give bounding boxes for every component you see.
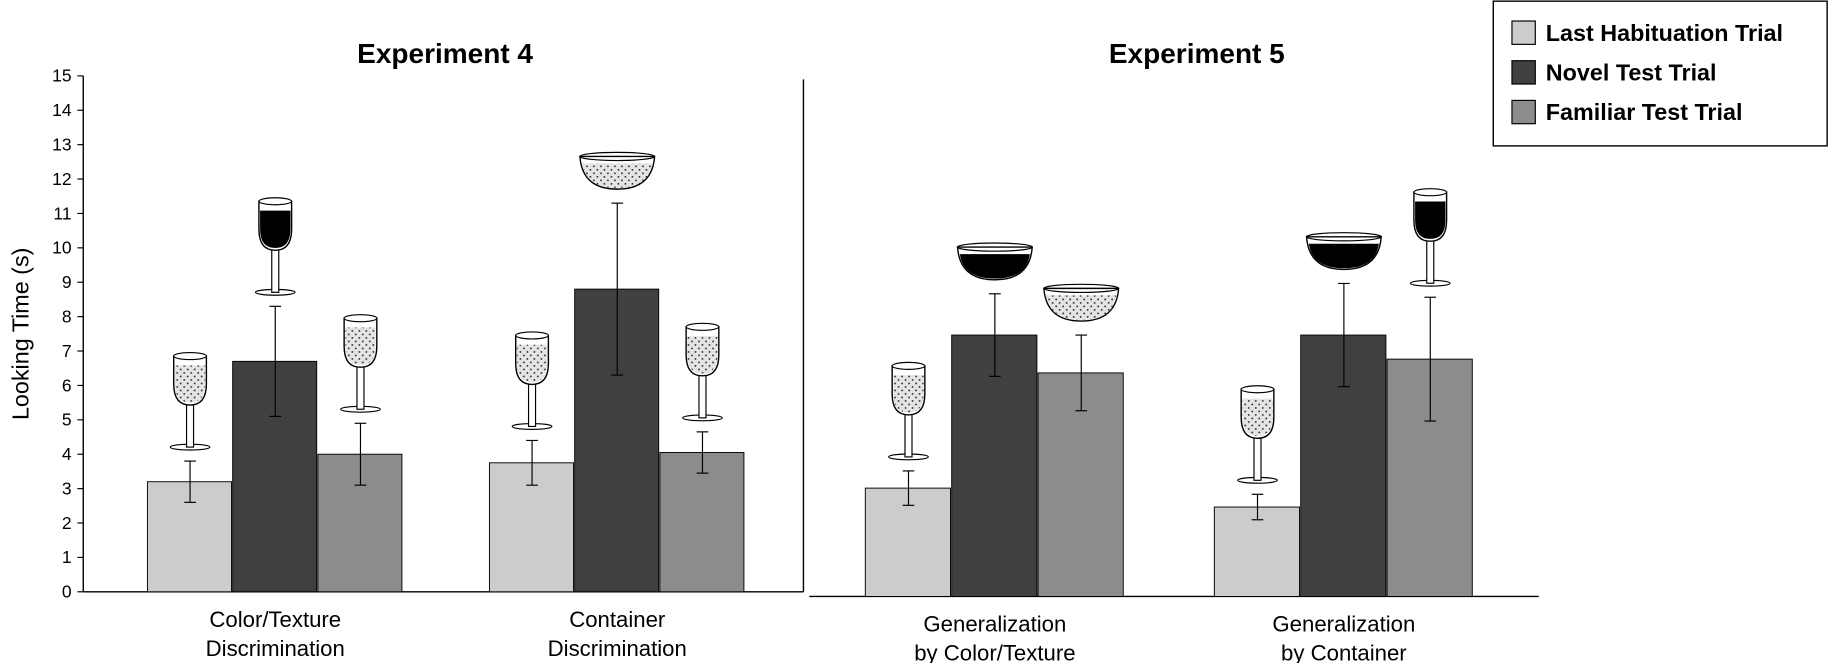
x-tick-label: Color/Texture (209, 607, 341, 632)
icon (685, 322, 720, 331)
legend-box (1492, 0, 1828, 147)
y-tick-label: 9 (62, 272, 72, 292)
icon (260, 210, 291, 248)
icon (1308, 243, 1379, 269)
y-tick-label: 13 (52, 134, 71, 154)
legend-label: Familiar Test Trial (1546, 99, 1743, 125)
legend-swatch (1511, 60, 1536, 85)
icon (698, 372, 707, 419)
icon (515, 331, 549, 340)
bar (951, 334, 1038, 597)
legend-label: Last Habituation Trial (1546, 20, 1783, 46)
legend-label: Novel Test Trial (1546, 60, 1717, 86)
icon (271, 247, 280, 293)
y-tick-label: 0 (62, 582, 72, 602)
icon (343, 314, 378, 323)
icon (959, 254, 1030, 279)
icon (893, 375, 924, 413)
y-tick-label: 3 (62, 478, 72, 498)
y-tick-label: 14 (52, 100, 72, 120)
icon (1426, 238, 1435, 284)
y-tick-label: 4 (62, 444, 72, 464)
y-tick-label: 12 (52, 169, 71, 189)
icon (579, 151, 656, 162)
icon (1240, 385, 1275, 394)
icon (527, 381, 537, 428)
bar (488, 462, 574, 593)
x-tick-label: Generalization (1272, 611, 1415, 636)
icon (582, 163, 653, 188)
icon (1253, 435, 1262, 481)
x-tick-label: Discrimination (548, 636, 687, 661)
y-tick-label: 15 (52, 66, 71, 86)
icon (956, 242, 1033, 252)
icon (345, 327, 376, 365)
bar (1213, 506, 1300, 597)
y-tick-label: 10 (52, 238, 72, 258)
icon (356, 364, 365, 410)
legend-swatch (1511, 20, 1536, 45)
icon (185, 402, 195, 448)
bar (1300, 334, 1387, 597)
x-tick-label: Container (569, 607, 666, 632)
legend-swatch (1511, 99, 1536, 125)
bar (864, 487, 951, 597)
y-tick-label: 6 (62, 375, 72, 395)
icon (904, 411, 913, 458)
icon (258, 197, 293, 206)
y-axis-label: Looking Time (s) (7, 248, 33, 420)
x-tick-label: by Color/Texture (914, 641, 1075, 663)
y-tick-label: 1 (62, 547, 72, 567)
panel-title: Experiment 5 (1109, 38, 1285, 69)
icon (516, 344, 548, 383)
x-tick-label: by Container (1281, 641, 1407, 663)
x-tick-label: Discrimination (206, 636, 345, 661)
panel-title: Experiment 4 (357, 38, 533, 69)
bar (659, 452, 745, 593)
y-tick-label: 8 (62, 306, 72, 326)
icon (1046, 295, 1117, 320)
icon (1413, 188, 1448, 197)
icon (1242, 398, 1273, 436)
icon (891, 361, 926, 370)
icon (173, 351, 207, 361)
icon (1043, 283, 1120, 294)
y-tick-label: 5 (62, 410, 72, 430)
y-tick-label: 7 (62, 341, 72, 361)
x-tick-label: Generalization (923, 611, 1066, 636)
icon (1415, 201, 1446, 239)
y-tick-label: 2 (62, 513, 72, 533)
icon (174, 365, 206, 403)
icon (687, 336, 718, 374)
y-tick-label: 11 (53, 203, 71, 223)
icon (1305, 232, 1382, 242)
